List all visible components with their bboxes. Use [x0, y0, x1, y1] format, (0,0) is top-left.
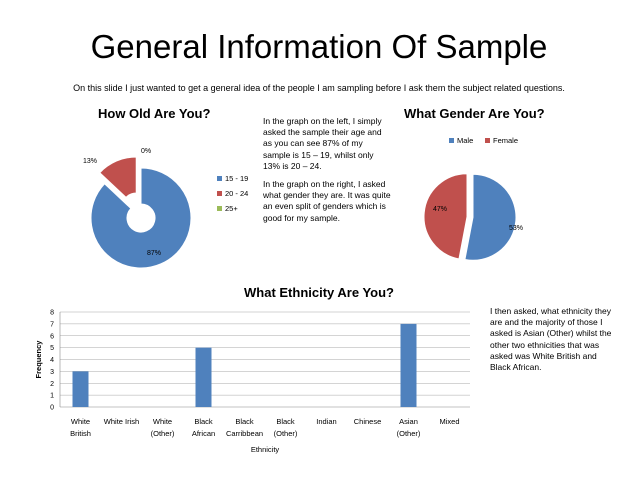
gender-legend-female: Female — [493, 136, 518, 145]
ethnicity-xtick-asian-other-line2: (Other) — [397, 429, 421, 438]
ethnicity-bar-asian-other — [400, 323, 417, 407]
ethnicity-ytick-4: 4 — [50, 357, 54, 364]
gender-slice-male — [464, 173, 517, 261]
ethnicity-xtick-white-british-line2: British — [70, 429, 91, 438]
age-legend-swatch-15-19 — [217, 176, 222, 181]
age-chart-title: How Old Are You? — [98, 106, 211, 121]
pie-notes: In the graph on the left, I simply asked… — [263, 116, 391, 224]
ethnicity-ytick-7: 7 — [50, 321, 54, 328]
gender-legend-swatch-male — [449, 138, 454, 143]
age-legend-15-19: 15 - 19 — [225, 174, 248, 183]
gender-legend-male: Male — [457, 136, 473, 145]
ethnicity-xtick-black-other-line2: (Other) — [274, 429, 298, 438]
ethnicity-xtick-white-british: White — [71, 417, 90, 426]
age-label-15-19: 87% — [147, 250, 161, 257]
ethnicity-ytick-0: 0 — [50, 405, 54, 412]
ethnicity-ytick-3: 3 — [50, 369, 54, 376]
ethnicity-xtick-asian-other: Asian — [399, 417, 418, 426]
ethnicity-ytick-2: 2 — [50, 381, 54, 388]
ethnicity-xtick-black-carribbean: Black — [235, 417, 254, 426]
ethnicity-xtick-black-african-line2: African — [192, 429, 215, 438]
ethnicity-x-axis-label: Ethnicity — [251, 445, 280, 454]
age-slice-20-24 — [99, 156, 137, 199]
ethnicity-ytick-5: 5 — [50, 345, 54, 352]
ethnicity-ytick-8: 8 — [50, 310, 54, 317]
ethnicity-xtick-white-other: White — [153, 417, 172, 426]
age-legend-25: 25+ — [225, 204, 238, 213]
gender-slice-female — [423, 173, 468, 260]
ethnicity-y-axis-label: Frequency — [34, 340, 43, 379]
age-label-25: 0% — [141, 148, 151, 155]
ethnicity-xtick-black-other: Black — [276, 417, 295, 426]
ethnicity-note: I then asked, what ethnicity they are an… — [490, 306, 612, 373]
ethnicity-ytick-1: 1 — [50, 393, 54, 400]
age-label-20-24: 13% — [83, 158, 97, 165]
ethnicity-xtick-black-african: Black — [194, 417, 213, 426]
ethnicity-xtick-mixed: Mixed — [439, 417, 459, 426]
slide-title: General Information Of Sample — [90, 28, 548, 65]
ethnicity-ytick-6: 6 — [50, 333, 54, 340]
intro-text: On this slide I just wanted to get a gen… — [73, 83, 565, 93]
ethnicity-xtick-indian: Indian — [316, 417, 336, 426]
gender-label-male: 53% — [509, 225, 523, 232]
gender-chart-title: What Gender Are You? — [404, 106, 545, 121]
gender-note: In the graph on the right, I asked what … — [263, 179, 391, 223]
age-legend-swatch-20-24 — [217, 191, 222, 196]
ethnicity-bar-white-british — [72, 371, 89, 407]
ethnicity-chart-title: What Ethnicity Are You? — [244, 285, 394, 300]
gender-legend-swatch-female — [485, 138, 490, 143]
gender-label-female: 47% — [433, 206, 447, 213]
ethnicity-bar-black-african — [195, 347, 212, 407]
ethnicity-xtick-chinese: Chinese — [354, 417, 382, 426]
ethnicity-xtick-white-irish: White Irish — [104, 417, 139, 426]
age-legend-20-24: 20 - 24 — [225, 189, 248, 198]
age-legend-swatch-25 — [217, 206, 222, 211]
ethnicity-xtick-white-other-line2: (Other) — [151, 429, 175, 438]
age-note: In the graph on the left, I simply asked… — [263, 116, 382, 171]
age-slice-15-19 — [90, 167, 192, 269]
ethnicity-xtick-black-carribbean-line2: Carribbean — [226, 429, 263, 438]
